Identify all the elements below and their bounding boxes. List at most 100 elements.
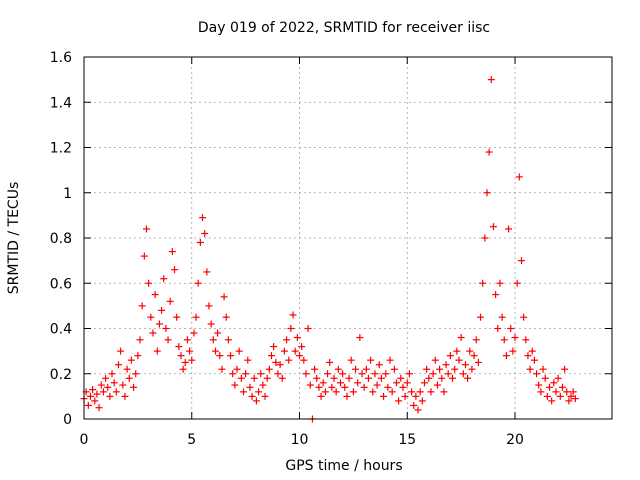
y-tick-label: 0.6 xyxy=(50,276,72,292)
data-point xyxy=(416,388,424,396)
data-point xyxy=(369,388,377,396)
data-point xyxy=(401,392,409,400)
data-point xyxy=(384,383,392,391)
x-axis-label: GPS time / hours xyxy=(285,458,402,474)
data-point xyxy=(334,365,342,373)
y-tick-label: 0.4 xyxy=(50,322,72,338)
data-point xyxy=(91,397,99,405)
data-point xyxy=(403,379,411,387)
y-tick-label: 1 xyxy=(63,186,72,202)
data-point xyxy=(125,374,133,382)
data-point xyxy=(427,388,435,396)
data-points xyxy=(80,76,579,423)
grid xyxy=(84,57,612,419)
data-point xyxy=(326,358,334,366)
data-point xyxy=(330,374,338,382)
data-point xyxy=(179,365,187,373)
data-point xyxy=(565,397,573,405)
data-point xyxy=(304,325,312,332)
data-point xyxy=(112,388,120,396)
data-point xyxy=(248,392,256,400)
data-point xyxy=(397,374,405,382)
data-point xyxy=(93,390,101,398)
data-point xyxy=(106,392,114,400)
data-point xyxy=(459,370,467,378)
data-point xyxy=(321,388,329,396)
y-tick-label: 1.6 xyxy=(50,50,72,66)
data-point xyxy=(526,365,534,373)
data-point xyxy=(171,266,179,274)
data-point xyxy=(244,356,252,364)
data-point xyxy=(352,365,360,373)
data-point xyxy=(164,336,172,344)
data-point xyxy=(438,374,446,382)
data-point xyxy=(235,347,243,355)
data-point xyxy=(84,401,92,409)
data-point xyxy=(550,379,558,387)
y-tick-label: 1.4 xyxy=(50,95,72,111)
data-point xyxy=(429,370,437,378)
data-point xyxy=(349,388,357,396)
data-point xyxy=(457,334,465,342)
data-point xyxy=(479,279,487,287)
data-point xyxy=(451,365,459,373)
y-tick-label: 0 xyxy=(63,412,72,428)
data-point xyxy=(311,365,319,373)
data-point xyxy=(117,347,125,355)
data-point xyxy=(285,356,293,364)
y-axis-label: SRMTID / TECUs xyxy=(6,182,22,295)
data-point xyxy=(492,291,500,299)
data-point xyxy=(362,365,370,373)
data-point xyxy=(477,313,485,321)
data-point xyxy=(554,374,562,382)
data-point xyxy=(216,352,224,360)
data-point xyxy=(130,383,138,391)
data-point xyxy=(563,388,571,396)
data-point xyxy=(468,365,476,373)
data-point xyxy=(567,392,575,400)
data-point xyxy=(541,374,549,382)
data-point xyxy=(511,334,519,342)
data-point xyxy=(222,313,230,321)
data-point xyxy=(502,352,510,360)
data-point xyxy=(367,356,375,364)
data-point xyxy=(255,388,263,396)
data-point xyxy=(487,76,495,84)
data-point xyxy=(214,329,222,337)
data-point xyxy=(530,356,538,364)
data-point xyxy=(252,397,260,405)
data-point xyxy=(500,336,508,344)
y-tick-label: 0.8 xyxy=(50,231,72,247)
data-point xyxy=(558,383,566,391)
data-point xyxy=(371,370,379,378)
x-tick-label: 10 xyxy=(291,432,309,448)
data-point xyxy=(418,397,426,405)
data-point xyxy=(119,381,127,389)
x-tick-label: 20 xyxy=(506,432,524,448)
data-point xyxy=(259,381,267,389)
data-point xyxy=(265,365,273,373)
data-point xyxy=(328,383,336,391)
data-point xyxy=(263,374,271,382)
data-point xyxy=(440,388,448,396)
data-point xyxy=(382,370,390,378)
data-point xyxy=(188,356,196,364)
data-point xyxy=(354,379,362,387)
x-tick-label: 0 xyxy=(80,432,89,448)
data-point xyxy=(136,336,144,344)
data-point xyxy=(423,365,431,373)
data-point xyxy=(237,374,245,382)
data-point xyxy=(571,395,579,403)
data-point xyxy=(446,352,454,360)
data-point xyxy=(227,352,235,360)
data-point xyxy=(485,148,493,156)
data-point xyxy=(319,379,327,387)
data-point xyxy=(209,336,217,344)
data-point xyxy=(507,325,515,332)
data-point xyxy=(442,361,450,369)
data-point xyxy=(242,370,250,378)
data-point xyxy=(375,361,383,369)
data-point xyxy=(123,365,131,373)
data-point xyxy=(408,388,416,396)
data-point xyxy=(147,313,155,321)
